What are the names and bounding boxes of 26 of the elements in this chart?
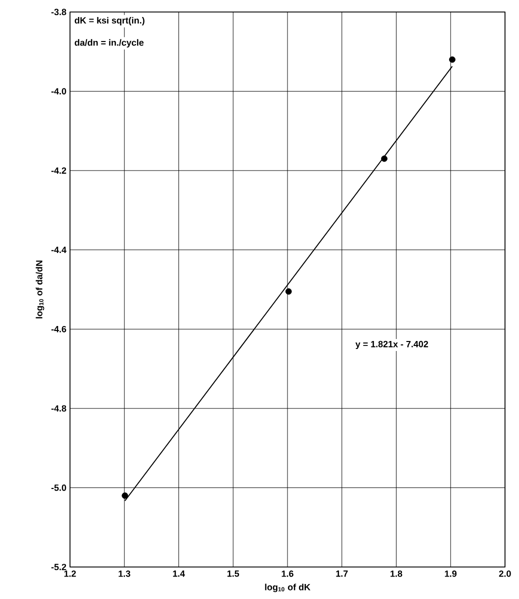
y-tick-label: -4.4 (51, 246, 66, 253)
x-tick-label: 1.6 (282, 570, 294, 577)
y-tick-label: -4.0 (51, 88, 66, 94)
y-tick-label: -4.2 (51, 167, 66, 174)
x-tick-label: 1.9 (444, 570, 457, 577)
annotation: y = 1.821x - 7.402 (355, 340, 428, 350)
x-tick-label: 1.3 (118, 570, 130, 577)
point (285, 288, 292, 295)
y-axis-title: log$_{10}$ of da/dN (36, 260, 44, 318)
point (449, 56, 456, 63)
annotation: da/dn = in./cycle (74, 39, 144, 48)
x-tick-label: 1.2 (64, 570, 76, 577)
y-tick-label: -4.8 (51, 405, 66, 412)
point (381, 155, 388, 162)
x-tick-label: 2.0 (499, 570, 511, 577)
x-tick-label: 1.5 (227, 570, 240, 577)
x-tick-label: 1.8 (390, 570, 402, 577)
x-tick-label: 1.7 (336, 570, 348, 577)
y-tick-label: -3.8 (51, 8, 66, 16)
annotation: dK = ksi sqrt(in.) (74, 16, 144, 26)
x-axis-title: log$_{10}$ of dK (265, 584, 310, 592)
y-tick-label: -5.0 (51, 484, 66, 491)
x-tick-label: 1.4 (173, 570, 185, 577)
y-tick-label: -4.6 (51, 326, 66, 332)
point (122, 492, 128, 499)
y-tick-label: -5.2 (51, 564, 66, 570)
